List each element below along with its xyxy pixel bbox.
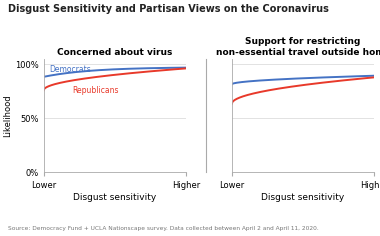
Text: Democrats: Democrats [49,65,91,74]
Y-axis label: Likelihood: Likelihood [3,94,12,137]
Text: Disgust Sensitivity and Partisan Views on the Coronavirus: Disgust Sensitivity and Partisan Views o… [8,4,328,13]
Text: Source: Democracy Fund + UCLA Nationscape survey. Data collected between April 2: Source: Democracy Fund + UCLA Nationscap… [8,226,318,231]
X-axis label: Disgust sensitivity: Disgust sensitivity [261,193,345,202]
Text: Republicans: Republicans [72,86,119,95]
Title: Support for restricting
non-essential travel outside home: Support for restricting non-essential tr… [216,38,380,57]
X-axis label: Disgust sensitivity: Disgust sensitivity [73,193,157,202]
Title: Concerned about virus: Concerned about virus [57,48,173,57]
